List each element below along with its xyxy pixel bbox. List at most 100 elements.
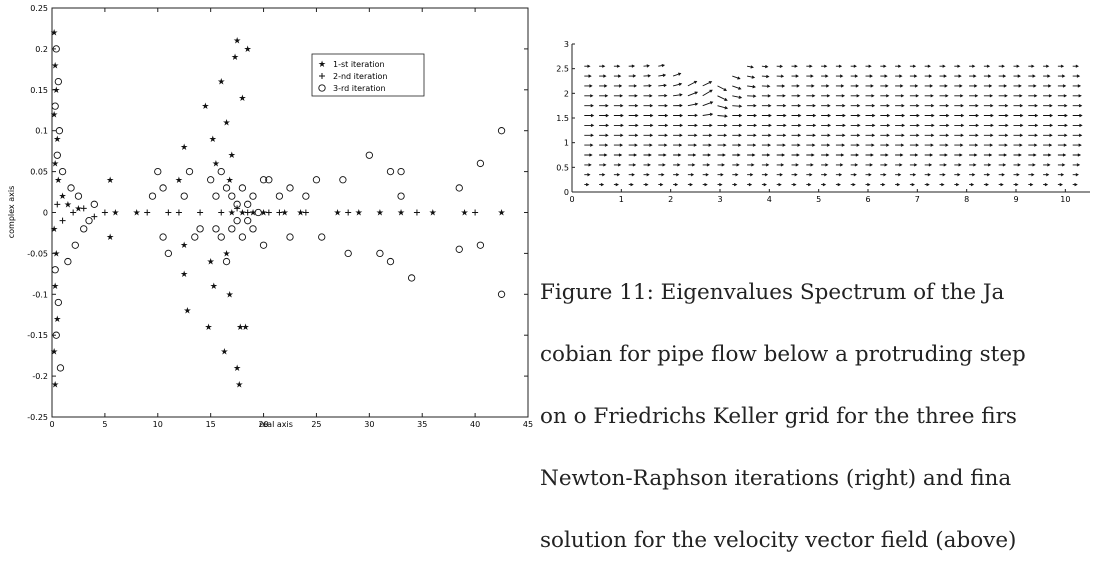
data-point-circle — [233, 200, 241, 208]
velocity-arrow — [806, 183, 812, 187]
velocity-arrow — [865, 113, 876, 118]
vector-ticks: 0 1 2 3 4 5 6 7 8 9 10 3 2.5 2 1.5 1 0.5 0 — [556, 40, 1070, 204]
velocity-arrow — [939, 133, 950, 137]
data-point-circle — [386, 167, 395, 176]
velocity-arrow — [599, 183, 605, 187]
data-point-star: ★ — [222, 249, 230, 259]
data-point-circle — [64, 257, 72, 266]
velocity-arrow — [850, 94, 860, 98]
velocity-arrow — [806, 173, 813, 177]
velocity-arrow — [821, 143, 831, 147]
velocity-arrow — [1013, 64, 1020, 68]
velocity-arrow — [895, 123, 906, 127]
velocity-arrow — [628, 183, 634, 187]
data-point-star: ★ — [74, 204, 82, 214]
velocity-arrow — [702, 133, 713, 137]
data-point-circle — [148, 192, 157, 200]
velocity-arrow — [791, 113, 802, 118]
velocity-arrow — [584, 74, 592, 78]
data-point-plus — [276, 209, 283, 216]
data-point-plus — [345, 209, 352, 216]
velocity-arrow — [850, 133, 861, 137]
velocity-arrow — [599, 163, 607, 167]
velocity-arrow — [717, 114, 728, 118]
velocity-arrow — [643, 113, 654, 118]
velocity-arrow — [835, 143, 846, 147]
data-point-star: ★ — [50, 110, 58, 120]
velocity-arrow — [895, 104, 905, 108]
velocity-arrow — [909, 183, 915, 187]
data-point-star: ★ — [226, 290, 234, 300]
data-point-circle — [302, 192, 310, 200]
velocity-arrow — [673, 133, 683, 137]
velocity-arrow — [939, 64, 946, 68]
data-point-plus — [234, 205, 241, 212]
data-point-circle — [58, 167, 67, 176]
data-point-star: ★ — [59, 192, 67, 202]
velocity-arrow — [599, 74, 607, 78]
velocity-arrow — [998, 94, 1008, 98]
data-point-star: ★ — [212, 159, 220, 169]
data-point-star: ★ — [228, 209, 236, 219]
velocity-arrow — [613, 153, 623, 157]
scatter-points: ★★★★★★★★★ ★★★★★★★★★★ ★★★★★★★★★★★★★★★★★★★★★… — [50, 29, 506, 391]
velocity-arrow — [821, 133, 831, 137]
velocity-arrow — [1028, 84, 1037, 88]
velocity-arrow — [791, 163, 799, 167]
velocity-arrow — [702, 81, 713, 87]
data-point-star: ★ — [106, 176, 114, 186]
velocity-arrow — [1072, 113, 1083, 118]
y-tick-label: 3 — [564, 40, 569, 49]
velocity-arrow — [954, 113, 965, 118]
data-point-star: ★ — [50, 348, 58, 358]
velocity-arrow — [998, 64, 1005, 68]
velocity-vector-field-plot: 0 1 2 3 4 5 6 7 8 9 10 3 2.5 2 1.5 1 0.5 0 — [556, 40, 1090, 204]
velocity-arrow — [835, 183, 841, 187]
velocity-arrow — [983, 94, 994, 98]
velocity-arrow — [1028, 113, 1039, 118]
data-point-star: ★ — [207, 258, 215, 268]
vector-axes — [571, 44, 1090, 193]
velocity-arrow — [628, 104, 639, 108]
y-tick-label: 0.25 — [30, 4, 48, 13]
data-point-star: ★ — [183, 307, 191, 317]
velocity-arrow — [983, 153, 993, 157]
velocity-arrow — [1043, 104, 1053, 108]
data-point-star: ★ — [54, 176, 62, 186]
data-point-star: ★ — [228, 151, 236, 161]
y-axis-label: complex axis — [7, 186, 16, 238]
velocity-arrow — [776, 143, 786, 147]
velocity-arrow — [1043, 113, 1054, 118]
velocity-arrow — [1057, 173, 1065, 177]
data-point-plus — [175, 209, 182, 216]
velocity-arrow — [895, 113, 906, 118]
data-point-star: ★ — [397, 209, 405, 219]
data-point-circle — [238, 184, 247, 192]
velocity-arrow — [776, 133, 787, 137]
data-point-circle — [56, 364, 65, 372]
velocity-arrow — [584, 84, 593, 88]
data-point-star: ★ — [50, 29, 58, 39]
data-point-star: ★ — [236, 323, 244, 333]
data-point-plus — [59, 217, 66, 224]
velocity-arrow — [1072, 183, 1078, 187]
velocity-arrow — [599, 94, 609, 98]
data-point-plus — [165, 209, 172, 216]
velocity-arrow — [1072, 94, 1082, 98]
data-point-plus — [265, 209, 272, 216]
caption-line: Newton-Raphson iterations (right) and fi… — [540, 466, 1012, 491]
velocity-arrow — [998, 123, 1009, 127]
caption-line: Figure 11: Eigenvalues Spectrum of the J… — [540, 280, 1005, 305]
velocity-arrow — [613, 84, 623, 88]
velocity-arrow — [969, 153, 978, 157]
data-point-plus — [54, 201, 61, 208]
velocity-arrow — [776, 74, 785, 78]
data-point-circle — [228, 225, 236, 233]
velocity-arrow — [1043, 64, 1050, 68]
velocity-arrow — [1057, 64, 1065, 68]
velocity-arrow — [732, 85, 742, 90]
velocity-arrow — [761, 64, 769, 69]
velocity-arrow — [865, 143, 875, 147]
data-point-circle — [51, 102, 59, 110]
data-point-star: ★ — [53, 135, 61, 145]
